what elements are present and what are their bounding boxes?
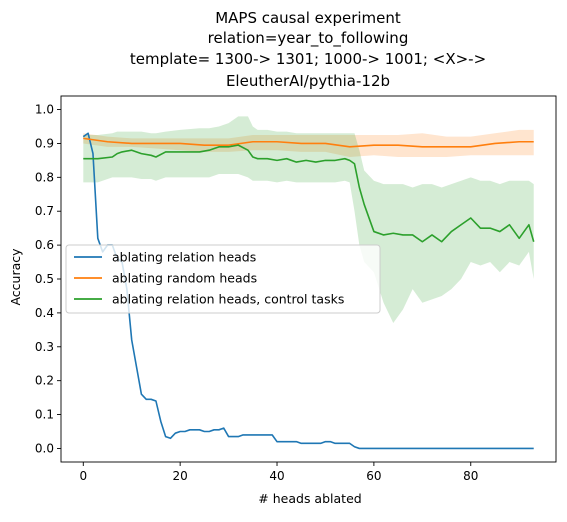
plot-area	[82, 116, 535, 450]
y-tick-label: 0.0	[35, 441, 54, 455]
x-tick-label: 40	[269, 469, 284, 483]
title-line-3: template= 1300-> 1301; 1000-> 1001; <X>-…	[130, 50, 486, 68]
y-tick-label: 0.9	[35, 136, 54, 150]
y-tick-label: 0.5	[35, 272, 54, 286]
x-tick-label: 20	[173, 469, 188, 483]
confidence-band-series-3	[83, 116, 534, 324]
y-tick-label: 1.0	[35, 103, 54, 117]
x-tick-label: 80	[463, 469, 478, 483]
series-line-3	[83, 144, 535, 243]
legend-label-2: ablating random heads	[112, 271, 257, 286]
x-tick-label: 60	[366, 469, 381, 483]
y-tick-label: 0.8	[35, 170, 54, 184]
x-axis-label: # heads ablated	[258, 491, 361, 506]
y-tick-label: 0.3	[35, 340, 54, 354]
legend-label-1: ablating relation heads	[112, 250, 256, 265]
y-tick-label: 0.1	[35, 408, 54, 422]
y-tick-label: 0.2	[35, 374, 54, 388]
series-line-2	[83, 137, 534, 148]
title-line-1: MAPS causal experiment	[215, 9, 401, 27]
title-line-2: relation=year_to_following	[208, 29, 409, 48]
title-line-4: EleutherAI/pythia-12b	[226, 72, 390, 90]
chart-title: MAPS causal experiment relation=year_to_…	[130, 9, 486, 90]
axes: 0 20 40 60 80 0.0 0.1 0.2 0.3 0.4 0.5 0.6 0.7 0.8 0.9 1…	[35, 95, 557, 483]
y-axis-label: Accuracy	[8, 248, 23, 306]
y-tick-label: 0.6	[35, 238, 54, 252]
series-line-1	[82, 132, 534, 450]
x-tick-label: 0	[79, 469, 87, 483]
y-tick-label: 0.7	[35, 204, 54, 218]
y-tick-label: 0.4	[35, 306, 54, 320]
legend-label-3: ablating relation heads, control tasks	[112, 292, 344, 307]
legend: ablating relation heads ablating random h…	[65, 244, 381, 314]
legend-box	[65, 244, 381, 314]
